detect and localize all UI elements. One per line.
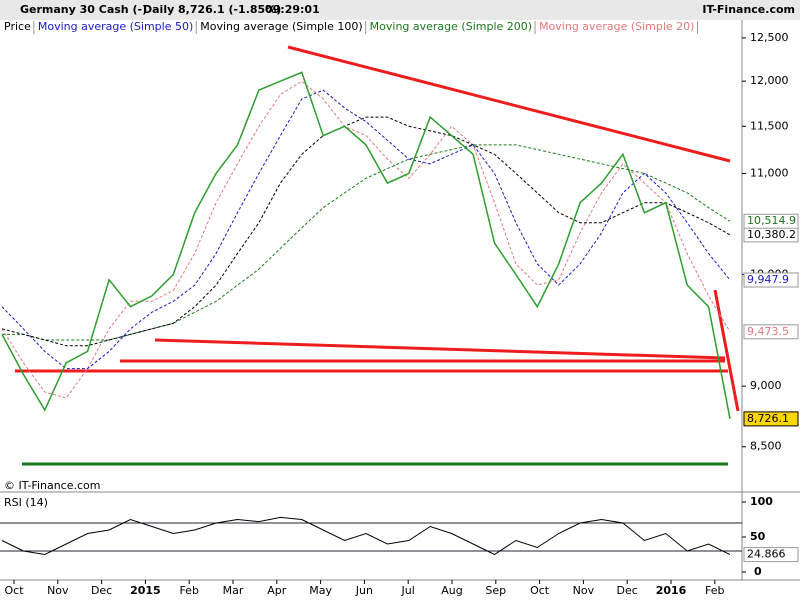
last-value-box bbox=[743, 213, 799, 229]
copyright: © IT-Finance.com bbox=[4, 479, 101, 492]
x-tick-label: Jul bbox=[401, 584, 415, 597]
y-tick-label: 12,000 bbox=[750, 74, 789, 87]
x-tick-label: Aug bbox=[441, 584, 462, 597]
x-tick-label: Oct bbox=[530, 584, 550, 597]
time: 09:29:01 bbox=[265, 3, 320, 16]
last-value-label: 8,726.1 bbox=[747, 412, 789, 425]
trendlines bbox=[15, 45, 740, 412]
moving-average-line bbox=[1, 80, 731, 399]
y-tick-label: 8,500 bbox=[750, 440, 782, 453]
legend-entry: Price bbox=[4, 20, 31, 33]
rsi-last-label: 24.866 bbox=[747, 548, 786, 561]
legend-entry: Moving average (Simple 200) bbox=[370, 20, 532, 33]
legend-entry: Moving average (Simple 20) bbox=[539, 20, 694, 33]
x-tick-label: Feb bbox=[179, 584, 198, 597]
y-tick-label: 11,500 bbox=[750, 119, 789, 132]
y-tick-label: 12,500 bbox=[750, 31, 789, 44]
brand: IT-Finance.com bbox=[702, 3, 795, 16]
rsi-tick-label: 0 bbox=[754, 565, 762, 578]
x-tick-label: Feb bbox=[705, 584, 724, 597]
x-tick-label: Nov bbox=[47, 584, 69, 597]
rsi-tick-label: 50 bbox=[750, 530, 766, 543]
last-value-label: 9,473.5 bbox=[747, 325, 789, 338]
legend-entry: Moving average (Simple 50) bbox=[38, 20, 193, 33]
trendline bbox=[154, 338, 726, 360]
x-tick-label: Jun bbox=[355, 584, 373, 597]
last-value-box bbox=[743, 272, 799, 288]
last-value-label: 10,514.9 bbox=[747, 214, 796, 227]
x-tick-label: Dec bbox=[617, 584, 638, 597]
rsi-tick-label: 100 bbox=[750, 495, 773, 508]
moving-average-line bbox=[1, 116, 731, 347]
rsi-title: RSI (14) bbox=[4, 496, 48, 509]
y-tick-label: 11,000 bbox=[750, 166, 789, 179]
x-tick-label: Mar bbox=[223, 584, 244, 597]
rsi-line bbox=[1, 516, 731, 556]
x-tick-label: Sep bbox=[485, 584, 506, 597]
x-tick-label: 2016 bbox=[656, 584, 687, 597]
x-tick-label: Dec bbox=[91, 584, 112, 597]
price-line bbox=[1, 71, 731, 420]
y-tick-label: 9,000 bbox=[750, 379, 782, 392]
x-tick-label: Nov bbox=[573, 584, 595, 597]
last-value-box bbox=[743, 324, 799, 340]
last-value-box bbox=[743, 411, 799, 427]
period: Daily bbox=[143, 3, 174, 16]
x-tick-label: Oct bbox=[4, 584, 24, 597]
trendline bbox=[287, 45, 731, 163]
x-tick-label: Apr bbox=[267, 584, 287, 597]
x-tick-label: 2015 bbox=[130, 584, 161, 597]
moving-average-line bbox=[2, 144, 731, 341]
trendline bbox=[713, 289, 740, 412]
last-value-label: 9,947.9 bbox=[747, 273, 789, 286]
legend-entry: Moving average (Simple 100) bbox=[200, 20, 362, 33]
x-tick-label: May bbox=[309, 584, 332, 597]
quote: 8,726.1 (-1.85%) bbox=[178, 3, 281, 16]
header-bar bbox=[0, 0, 800, 20]
last-value-label: 10,380.2 bbox=[747, 228, 796, 241]
rsi-last-box bbox=[743, 547, 799, 563]
instrument: Germany 30 Cash (-) bbox=[20, 3, 147, 16]
